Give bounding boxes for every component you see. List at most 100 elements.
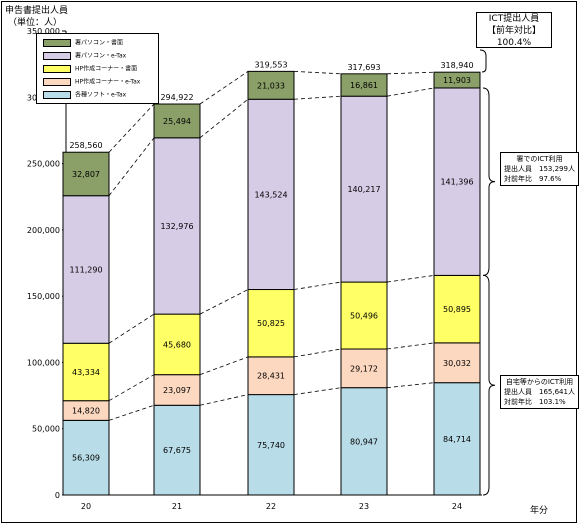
connector-line <box>386 71 435 75</box>
x-tick-label: 22 <box>266 502 276 511</box>
bar-segment <box>247 70 295 100</box>
legend-swatch <box>43 52 71 60</box>
brace-ict-total <box>479 49 487 73</box>
bar-segment <box>247 289 295 358</box>
connector-line <box>386 87 435 97</box>
y-tick-label: 100,000 <box>27 358 60 367</box>
bar-segment <box>62 419 110 496</box>
note-office-line3: 対前年比 97.6% <box>504 175 562 183</box>
legend-swatch <box>43 91 71 99</box>
connector-line <box>199 356 249 376</box>
bar-value-label: 75,740 <box>257 441 285 450</box>
legend: 署パソコン・書面 署パソコン・e-Tax HP作成コーナー・書面 HP作成コーナー・e… <box>36 33 159 104</box>
connector-line <box>199 394 249 406</box>
legend-swatch <box>43 78 71 86</box>
note-office-ict: 署でのICT利用 提出人員 153,299人 対前年比 97.6% <box>500 152 579 186</box>
bar-value-label: 32,807 <box>72 170 100 179</box>
note-home-ict: 自宅等からのICT利用 提出人員 165,641人 対前年比 103.1% <box>500 375 579 409</box>
bar-value-label: 21,033 <box>257 81 285 90</box>
note-office-line2: 提出人員 153,299人 <box>504 165 575 173</box>
legend-item: 各種ソフト・e-Tax <box>43 91 126 101</box>
bar-value-label: 28,431 <box>257 372 285 381</box>
connector-line <box>108 374 155 402</box>
bar-value-label: 111,290 <box>69 265 102 274</box>
bar-segment <box>433 274 481 344</box>
bar-value-label: 56,309 <box>72 454 100 463</box>
connector-line <box>293 281 342 290</box>
legend-label: 署パソコン・e-Tax <box>75 52 127 60</box>
ict-box-line2: 【前年対比】 <box>486 26 541 36</box>
connector-line <box>293 348 342 358</box>
connector-line <box>293 387 342 395</box>
bar-value-label: 80,947 <box>350 437 378 446</box>
connector-line <box>108 137 155 196</box>
bar-segment <box>433 342 481 384</box>
bar-value-label: 45,680 <box>163 340 191 349</box>
bar-segment <box>340 348 388 389</box>
bar-value-label: 11,903 <box>443 76 471 85</box>
connector-line <box>199 289 249 315</box>
bar-value-label: 50,825 <box>257 319 285 328</box>
connector-line <box>293 70 342 75</box>
connector-line <box>199 98 249 139</box>
legend-item: 署パソコン・書面 <box>43 39 123 49</box>
bar-segment <box>62 151 110 197</box>
bar-value-label: 25,494 <box>163 117 191 126</box>
x-tick-label: 23 <box>359 502 369 511</box>
bar-segment <box>340 281 388 350</box>
bar-segment <box>153 313 201 376</box>
unit-label: （単位：人） <box>8 18 63 28</box>
x-tick-label: 21 <box>172 502 182 511</box>
connector-line <box>293 95 342 100</box>
bar-segment <box>153 137 201 315</box>
bar-segment <box>247 394 295 496</box>
connector-line <box>108 313 155 344</box>
connector-line <box>108 404 155 421</box>
note-office-line1: 署でのICT利用 <box>516 155 563 163</box>
legend-label: HP作成コーナー・e-Tax <box>75 78 141 86</box>
x-axis-unit: 年分 <box>530 506 549 516</box>
bar-segment <box>153 404 201 496</box>
brace-office-ict <box>482 87 496 276</box>
bar-total-label: 258,560 <box>69 141 102 150</box>
y-tick-label: 150,000 <box>27 292 60 301</box>
note-home-line3: 対前年比 103.1% <box>504 398 566 406</box>
bar-total-label: 294,922 <box>160 93 193 102</box>
y-tick-label: 350,000 <box>27 27 60 36</box>
legend-label: 署パソコン・書面 <box>75 39 124 47</box>
note-home-line2: 提出人員 165,641人 <box>504 388 575 396</box>
legend-swatch <box>43 65 71 73</box>
legend-label: HP作成コーナー・書面 <box>75 65 138 73</box>
connector-line <box>108 103 155 153</box>
legend-item: HP作成コーナー・e-Tax <box>43 78 140 88</box>
bar-segment <box>340 387 388 496</box>
bar-segment <box>62 342 110 402</box>
connector-line <box>386 382 435 389</box>
ict-summary-box: ICT提出人員 【前年対比】 100.4% <box>476 12 552 48</box>
bar-value-label: 23,097 <box>163 386 191 395</box>
legend-swatch <box>43 39 71 47</box>
legend-item: HP作成コーナー・書面 <box>43 65 137 75</box>
y-tick-label: 250,000 <box>27 160 60 169</box>
x-tick-label: 20 <box>81 502 91 511</box>
connector-line <box>386 275 435 283</box>
bar-segment <box>153 374 201 406</box>
note-home-line1: 自宅等からのICT利用 <box>505 378 574 386</box>
legend-item: 署パソコン・e-Tax <box>43 52 126 62</box>
bar-segment <box>433 382 481 496</box>
connector-line <box>199 71 249 105</box>
bar-value-label: 50,895 <box>443 305 471 314</box>
bar-value-label: 50,496 <box>350 312 378 321</box>
bar-value-label: 143,524 <box>254 190 287 199</box>
bar-value-label: 43,334 <box>72 368 100 377</box>
bar-segment <box>247 356 295 396</box>
bar-value-label: 84,714 <box>443 435 471 444</box>
bar-value-label: 132,976 <box>160 222 193 231</box>
bar-segment <box>433 71 481 89</box>
legend-label: 各種ソフト・e-Tax <box>75 91 127 99</box>
connector-line <box>386 342 435 350</box>
ict-box-line3: 100.4% <box>496 38 532 48</box>
y-tick-label: 0 <box>55 491 60 500</box>
bar-value-label: 30,032 <box>443 359 471 368</box>
